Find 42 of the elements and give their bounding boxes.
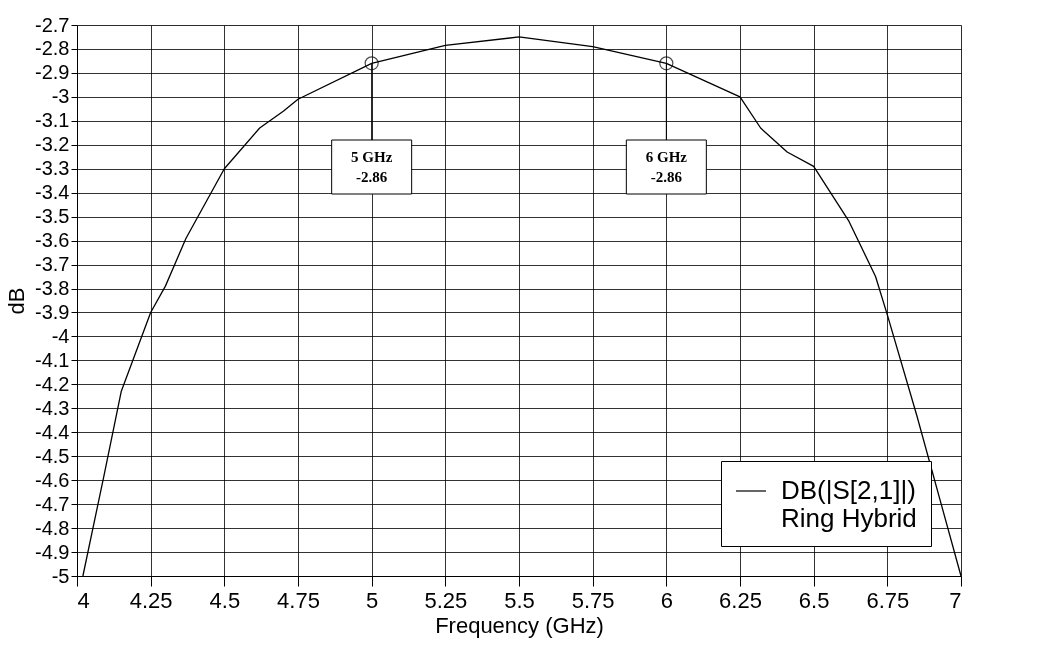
y-tick-label: -4.6 <box>35 468 70 491</box>
legend-label: DB(|S[2,1]|) Ring Hybrid <box>781 475 917 533</box>
x-tick-label: 4.75 <box>277 587 320 613</box>
x-tick-label: 6.5 <box>798 587 830 613</box>
y-tick-label: -4.8 <box>35 516 70 539</box>
y-tick-label: -4.9 <box>35 540 70 563</box>
y-tick-label: -2.7 <box>35 13 70 36</box>
y-tick-label: -4.5 <box>35 444 70 467</box>
x-axis-title: Frequency (GHz) <box>435 612 604 638</box>
y-tick-label: -5 <box>51 564 70 587</box>
y-axis-title: dB <box>4 287 30 315</box>
y-tick-label: -4.1 <box>35 348 70 371</box>
y-tick-label: -3 <box>51 85 70 108</box>
x-tick-label: 5 <box>366 587 379 613</box>
x-tick-label: 4.25 <box>129 587 173 613</box>
y-tick-label: -4.4 <box>35 420 70 443</box>
x-tick-label: 4.5 <box>209 587 241 613</box>
annotation: 5 GHz -2.86 <box>351 149 393 185</box>
x-tick-label: 6 <box>660 587 673 613</box>
y-tick-label: -3.1 <box>35 109 70 132</box>
y-tick-label: -3.5 <box>35 205 70 228</box>
y-tick-label: -3.8 <box>35 277 70 300</box>
y-tick-label: -2.9 <box>35 61 70 84</box>
y-tick-label: -3.6 <box>35 229 70 252</box>
x-tick-label: 4 <box>77 587 90 613</box>
y-tick-label: -4.3 <box>35 396 70 419</box>
y-tick-label: -3.9 <box>35 300 70 323</box>
y-tick-label: -3.7 <box>35 253 70 276</box>
x-tick-label: 5.5 <box>504 587 535 613</box>
x-tick-label: 5.75 <box>571 587 615 613</box>
x-tick-label: 7 <box>949 587 962 613</box>
x-tick-label: 6.75 <box>866 587 910 613</box>
y-tick-label: -4.2 <box>35 372 70 395</box>
y-tick-label: -2.8 <box>35 37 70 60</box>
y-tick-label: -3.2 <box>35 133 70 156</box>
annotation: 6 GHz -2.86 <box>645 149 688 185</box>
y-tick-label: -4 <box>51 324 70 347</box>
y-tick-label: -3.4 <box>35 181 70 204</box>
y-tick-label: -4.7 <box>35 492 70 515</box>
x-tick-label: 6.25 <box>719 587 762 613</box>
y-tick-label: -3.3 <box>35 157 70 180</box>
x-tick-label: 5.25 <box>424 587 468 613</box>
